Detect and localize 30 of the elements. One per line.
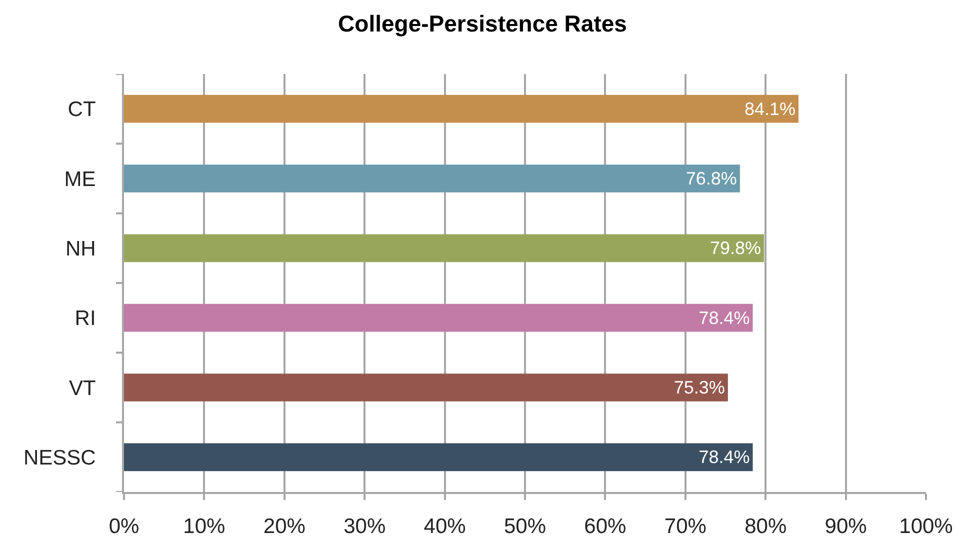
x-tick-label: 20% [263, 515, 306, 538]
x-tick-label: 40% [424, 515, 466, 538]
bar [124, 304, 753, 332]
data-label: 75.3% [674, 378, 725, 398]
x-tick-label: 90% [824, 515, 867, 538]
data-label: 76.8% [686, 168, 737, 188]
data-label: 78.4% [698, 447, 750, 468]
bar [124, 164, 740, 192]
chart-title: College-Persistence Rates [338, 10, 627, 36]
data-label: 78.4% [698, 308, 750, 328]
y-tick-label: NESSC [23, 446, 96, 470]
y-tick-label: ME [64, 168, 96, 191]
x-tick-label: 100% [899, 515, 953, 538]
x-tick-label: 70% [664, 515, 706, 538]
bar [124, 374, 728, 402]
bar [124, 234, 764, 262]
x-tick-label: 60% [584, 515, 626, 538]
x-tick-label: 0% [108, 515, 140, 538]
data-label: 79.8% [710, 238, 761, 258]
x-tick-label: 10% [183, 515, 226, 538]
data-label: 84.1% [744, 98, 796, 119]
y-tick-label: RI [74, 307, 96, 330]
x-tick-label: 50% [504, 515, 546, 538]
y-tick-label: CT [68, 98, 96, 122]
x-tick-label: 80% [744, 515, 787, 538]
y-tick-label: VT [68, 376, 96, 400]
x-tick-label: 30% [344, 515, 386, 538]
bar [124, 443, 753, 472]
y-tick-label: NH [65, 238, 96, 261]
bar [124, 94, 798, 123]
